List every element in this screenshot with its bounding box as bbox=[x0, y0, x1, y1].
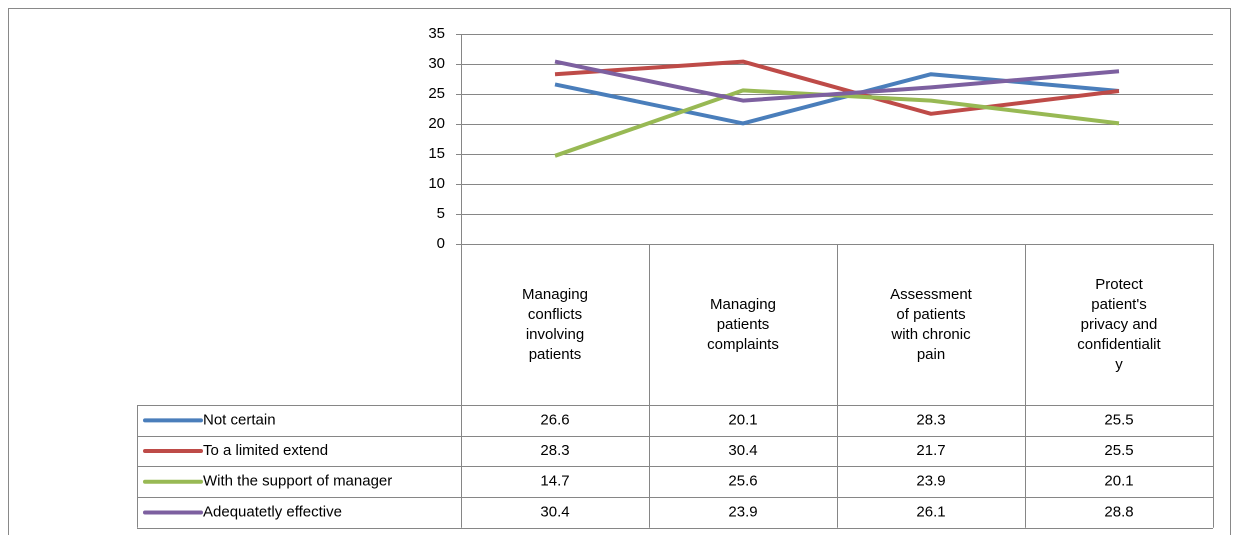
table-value: 28.8 bbox=[1104, 503, 1133, 520]
table-value: 25.6 bbox=[728, 473, 757, 490]
category-cell: Protect patient's privacy and confidenti… bbox=[1025, 244, 1213, 405]
y-tick-label: 0 bbox=[437, 235, 445, 252]
category-cell: Managing patients complaints bbox=[649, 244, 837, 405]
table-value: 26.6 bbox=[540, 411, 569, 428]
table-value: 21.7 bbox=[916, 442, 945, 459]
series-line bbox=[554, 59, 1120, 103]
legend-label: Adequatetly effective bbox=[203, 503, 342, 520]
y-tick-label: 30 bbox=[428, 55, 445, 72]
table-value: 14.7 bbox=[540, 473, 569, 490]
y-tick-label: 35 bbox=[428, 25, 445, 42]
table-value: 28.3 bbox=[540, 442, 569, 459]
table-value: 23.9 bbox=[728, 503, 757, 520]
category-cell: Assessment of patients with chronic pain bbox=[837, 244, 1025, 405]
table-value: 20.1 bbox=[728, 411, 757, 428]
table-value: 25.5 bbox=[1104, 442, 1133, 459]
y-tick-label: 25 bbox=[428, 85, 445, 102]
table-value: 23.9 bbox=[916, 473, 945, 490]
x-tick-label: Managing conflicts involving patients bbox=[522, 285, 588, 363]
x-tick-label: Managing patients complaints bbox=[707, 295, 779, 353]
table-value: 26.1 bbox=[916, 503, 945, 520]
chart-border bbox=[8, 8, 1231, 535]
y-tick-label: 5 bbox=[437, 205, 445, 222]
x-tick-label: Assessment of patients with chronic pain bbox=[890, 285, 972, 363]
table-value: 20.1 bbox=[1104, 473, 1133, 490]
y-tick-label: 20 bbox=[428, 115, 445, 132]
category-cell: Managing conflicts involving patients bbox=[461, 244, 649, 405]
y-tick-label: 10 bbox=[428, 175, 445, 192]
y-tick-label: 15 bbox=[428, 145, 445, 162]
legend-label: To a limited extend bbox=[203, 442, 328, 459]
table-value: 30.4 bbox=[728, 442, 757, 459]
series-line bbox=[554, 72, 1120, 126]
legend-label: With the support of manager bbox=[203, 473, 392, 490]
series-line bbox=[554, 59, 1120, 116]
table-value: 30.4 bbox=[540, 503, 569, 520]
table-value: 28.3 bbox=[916, 411, 945, 428]
x-tick-label: Protect patient's privacy and confidenti… bbox=[1077, 275, 1161, 373]
table-value: 25.5 bbox=[1104, 411, 1133, 428]
legend-label: Not certain bbox=[203, 411, 276, 428]
